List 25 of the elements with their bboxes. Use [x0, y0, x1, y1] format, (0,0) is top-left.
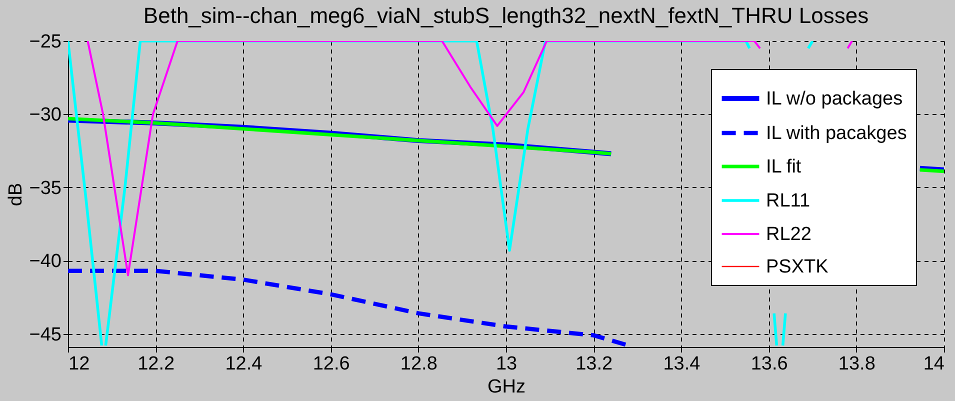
- x-tick-label: 12.8: [400, 354, 438, 374]
- y-tick-label: −45: [29, 324, 62, 346]
- x-tick-label: 13.6: [750, 354, 788, 374]
- x-tick-label: 12.2: [138, 354, 175, 374]
- x-tick-label: 13: [496, 354, 518, 374]
- x-tick-label: 13.2: [576, 354, 613, 374]
- x-tick-label: 12: [68, 354, 90, 374]
- x-tick-label: 12.6: [312, 354, 350, 374]
- x-axis-title: GHz: [488, 376, 526, 398]
- legend-label: IL with pacakges: [766, 123, 907, 144]
- legend-label: RL11: [766, 190, 810, 212]
- legend-label: RL22: [766, 224, 812, 245]
- y-tick-label: −30: [29, 104, 62, 126]
- x-tick-label: 13.8: [838, 354, 876, 374]
- legend-label: IL fit: [766, 156, 802, 178]
- legend-label: PSXTK: [766, 256, 829, 278]
- y-tick-label: −35: [29, 178, 62, 199]
- chart-title: Beth_sim--chan_meg6_viaN_stubS_length32_nextN_fextN_THRU Losses: [143, 3, 869, 28]
- y-tick-label: −25: [29, 32, 62, 52]
- legend-label: IL w/o packages: [766, 88, 903, 110]
- x-tick-label: 14: [923, 354, 945, 374]
- x-tick-label: 13.4: [663, 354, 701, 374]
- y-axis-title: dB: [5, 182, 26, 206]
- y-tick-label: −40: [29, 251, 62, 272]
- x-tick-label: 12.4: [225, 354, 263, 374]
